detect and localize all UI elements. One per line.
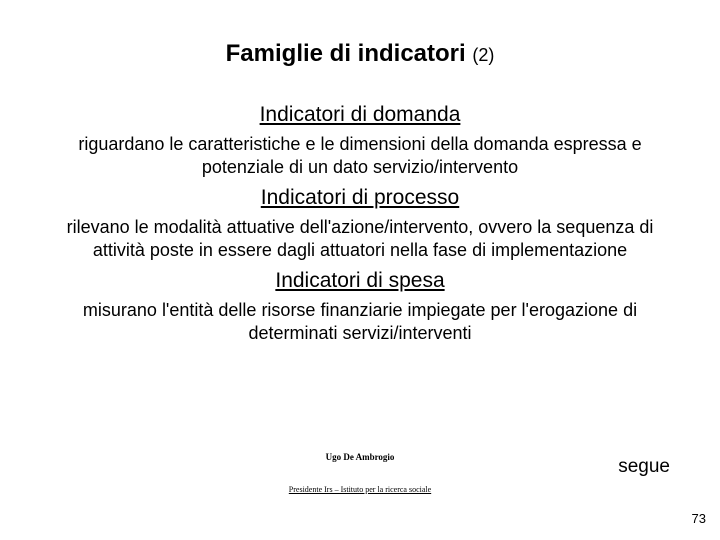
section-body-1: riguardano le caratteristiche e le dimen… — [40, 133, 680, 178]
segue-label: segue — [618, 456, 670, 478]
title-sub: (2) — [472, 45, 494, 65]
page-number: 73 — [692, 511, 706, 526]
slide: Famiglie di indicatori (2) Indicatori di… — [0, 0, 720, 540]
title-main: Famiglie di indicatori — [226, 40, 473, 67]
section-body-2: rilevano le modalità attuative dell'azio… — [40, 216, 680, 261]
section-body-3: misurano l'entità delle risorse finanzia… — [40, 299, 680, 344]
section-heading-2: Indicatori di processo — [30, 186, 690, 210]
section-heading-3: Indicatori di spesa — [30, 269, 690, 293]
footer-author: Ugo De Ambrogio — [0, 452, 720, 462]
footer-org: Presidente Irs – Istituto per la ricerca… — [0, 485, 720, 494]
section-heading-1: Indicatori di domanda — [30, 103, 690, 127]
slide-title: Famiglie di indicatori (2) — [30, 40, 690, 68]
